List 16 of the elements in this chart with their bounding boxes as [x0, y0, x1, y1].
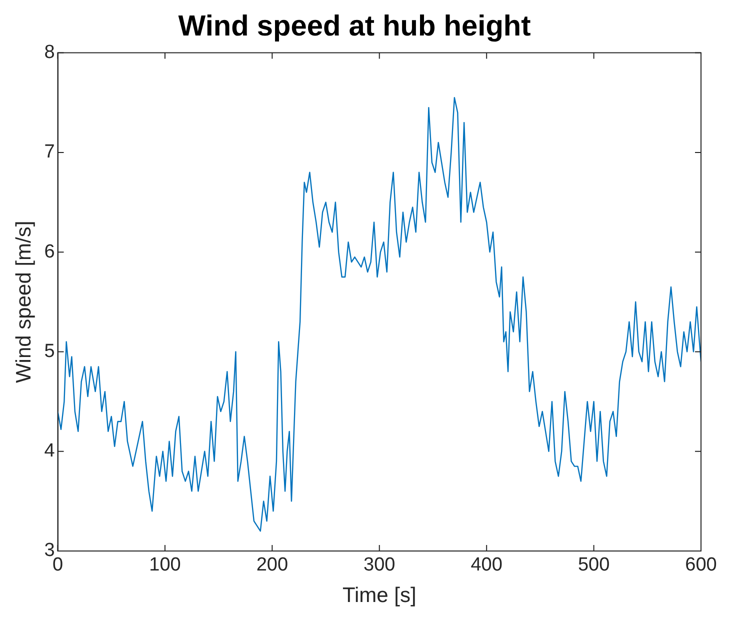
x-tick-label: 100 [149, 554, 181, 576]
x-tick-label: 600 [685, 554, 717, 576]
x-tick-label: 300 [364, 554, 396, 576]
y-axis-title: Wind speed [m/s] [12, 220, 36, 384]
x-tick-label: 400 [470, 554, 502, 576]
y-tick-label: 6 [44, 241, 55, 262]
x-tick-label: 0 [52, 554, 64, 576]
x-axis-title: Time [s] [342, 584, 416, 608]
y-tick-label: 3 [44, 540, 55, 562]
x-tick-label: 200 [256, 554, 288, 576]
chart-title: Wind speed at hub height [178, 10, 532, 42]
y-tick-label: 8 [44, 42, 55, 64]
x-tick-label: 500 [578, 554, 610, 576]
y-tick-label: 5 [44, 340, 55, 362]
y-tick-label: 7 [44, 142, 55, 163]
y-tick-label: 4 [44, 440, 56, 462]
